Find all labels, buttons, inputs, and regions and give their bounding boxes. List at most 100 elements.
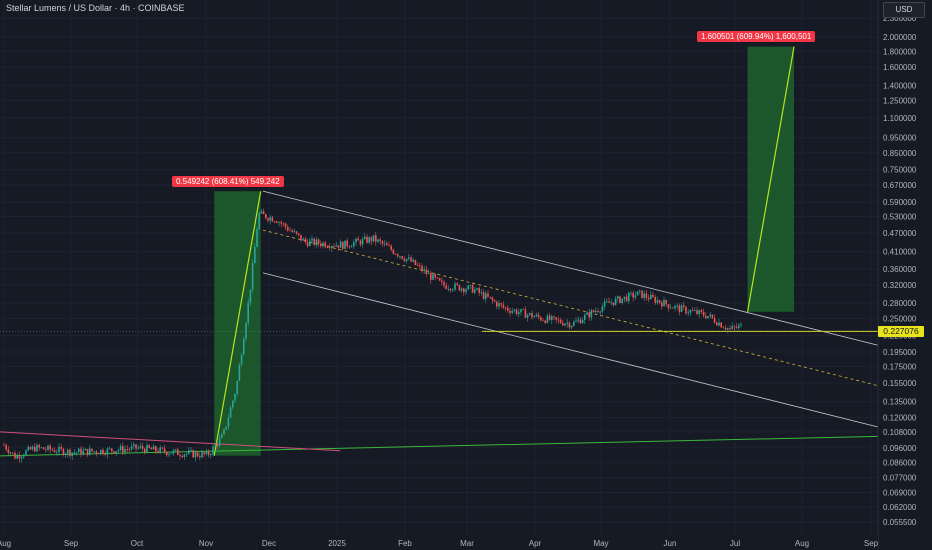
candle-body xyxy=(645,293,648,298)
candles xyxy=(3,208,742,463)
y-tick-label: 1.400000 xyxy=(883,81,917,90)
candle-body xyxy=(436,277,439,279)
candle-body xyxy=(337,245,340,248)
candle-body xyxy=(322,242,324,246)
y-tick-label: 1.800000 xyxy=(883,47,917,56)
y-tick-label: 0.175000 xyxy=(883,363,917,372)
candle-body xyxy=(524,309,527,318)
candle-body xyxy=(388,245,390,247)
candle-body xyxy=(647,297,650,300)
candle-body xyxy=(300,234,302,241)
y-tick-label: 0.280000 xyxy=(883,299,917,308)
candle-body xyxy=(575,320,577,322)
candle-body xyxy=(249,289,252,303)
candle-body xyxy=(601,306,604,312)
candle-body xyxy=(122,446,124,453)
candle-body xyxy=(9,452,12,454)
candle-body xyxy=(410,257,412,262)
candle-body xyxy=(348,246,351,248)
candle-body xyxy=(711,314,714,318)
candle-body xyxy=(212,446,214,455)
candle-body xyxy=(368,237,370,243)
candle-body xyxy=(586,312,588,315)
candle-body xyxy=(683,305,685,307)
y-tick-label: 0.135000 xyxy=(883,398,917,407)
candle-body xyxy=(313,238,315,245)
candle-body xyxy=(150,447,153,450)
candle-body xyxy=(113,451,115,454)
candle-body xyxy=(379,239,381,242)
candle-body xyxy=(636,291,639,296)
candle-body xyxy=(260,211,263,214)
candle-body xyxy=(625,296,628,302)
y-tick-label: 1.100000 xyxy=(883,114,917,123)
y-tick-label: 0.320000 xyxy=(883,281,917,290)
candle-body xyxy=(117,450,120,452)
candle-body xyxy=(23,455,25,457)
candle-body xyxy=(31,446,34,450)
candle-body xyxy=(480,292,483,293)
candle-body xyxy=(669,307,672,309)
candle-body xyxy=(27,446,29,451)
y-tick-label: 0.530000 xyxy=(883,213,917,222)
candle-body xyxy=(25,450,27,456)
candle-body xyxy=(227,417,230,427)
candle-body xyxy=(614,298,617,305)
candle-body xyxy=(100,449,102,454)
candle-body xyxy=(672,307,674,309)
currency-button[interactable]: USD xyxy=(883,2,925,18)
candle-body xyxy=(293,231,296,233)
y-tick-label: 0.155000 xyxy=(883,379,917,388)
candle-body xyxy=(603,301,606,307)
candle-body xyxy=(458,284,461,291)
time-axis-bg xyxy=(0,535,878,550)
candle-body xyxy=(685,306,687,314)
candle-body xyxy=(284,223,287,227)
candle-body xyxy=(493,300,496,302)
candle-body xyxy=(335,245,337,247)
candle-body xyxy=(199,456,201,458)
candle-body xyxy=(82,450,84,455)
y-tick-label: 0.590000 xyxy=(883,198,917,207)
candle-body xyxy=(478,288,480,293)
y-tick-label: 0.069000 xyxy=(883,489,917,498)
candle-body xyxy=(47,445,49,450)
candle-body xyxy=(416,265,419,266)
candle-body xyxy=(377,239,379,242)
candle-body xyxy=(236,381,238,394)
candle-body xyxy=(716,322,718,326)
candle-body xyxy=(218,438,221,446)
candle-body xyxy=(509,310,511,313)
candle-body xyxy=(438,278,441,281)
candle-body xyxy=(95,451,98,454)
candle-body xyxy=(544,320,546,323)
candle-body xyxy=(254,246,256,264)
y-tick-label: 0.750000 xyxy=(883,166,917,175)
candle-body xyxy=(115,451,117,454)
candle-body xyxy=(51,449,54,451)
candle-body xyxy=(691,310,694,312)
candle-body xyxy=(269,217,271,221)
candle-body xyxy=(139,446,142,448)
current-price-label: 0.227076 xyxy=(878,326,924,337)
candle-body xyxy=(546,315,549,323)
candle-body xyxy=(432,274,434,280)
candle-body xyxy=(256,229,258,247)
candle-body xyxy=(568,322,571,328)
candle-body xyxy=(42,447,45,450)
candle-body xyxy=(5,445,7,450)
candle-body xyxy=(590,310,593,318)
candle-body xyxy=(727,328,729,330)
candle-body xyxy=(243,339,245,355)
candle-body xyxy=(482,292,485,299)
candle-body xyxy=(157,451,159,453)
candle-body xyxy=(630,292,632,294)
candle-body xyxy=(280,222,282,224)
candle-body xyxy=(18,455,21,459)
candle-body xyxy=(584,314,586,321)
candle-body xyxy=(729,328,731,330)
candle-body xyxy=(201,452,203,458)
candle-body xyxy=(353,242,355,247)
x-tick-label: Jul xyxy=(730,539,740,548)
